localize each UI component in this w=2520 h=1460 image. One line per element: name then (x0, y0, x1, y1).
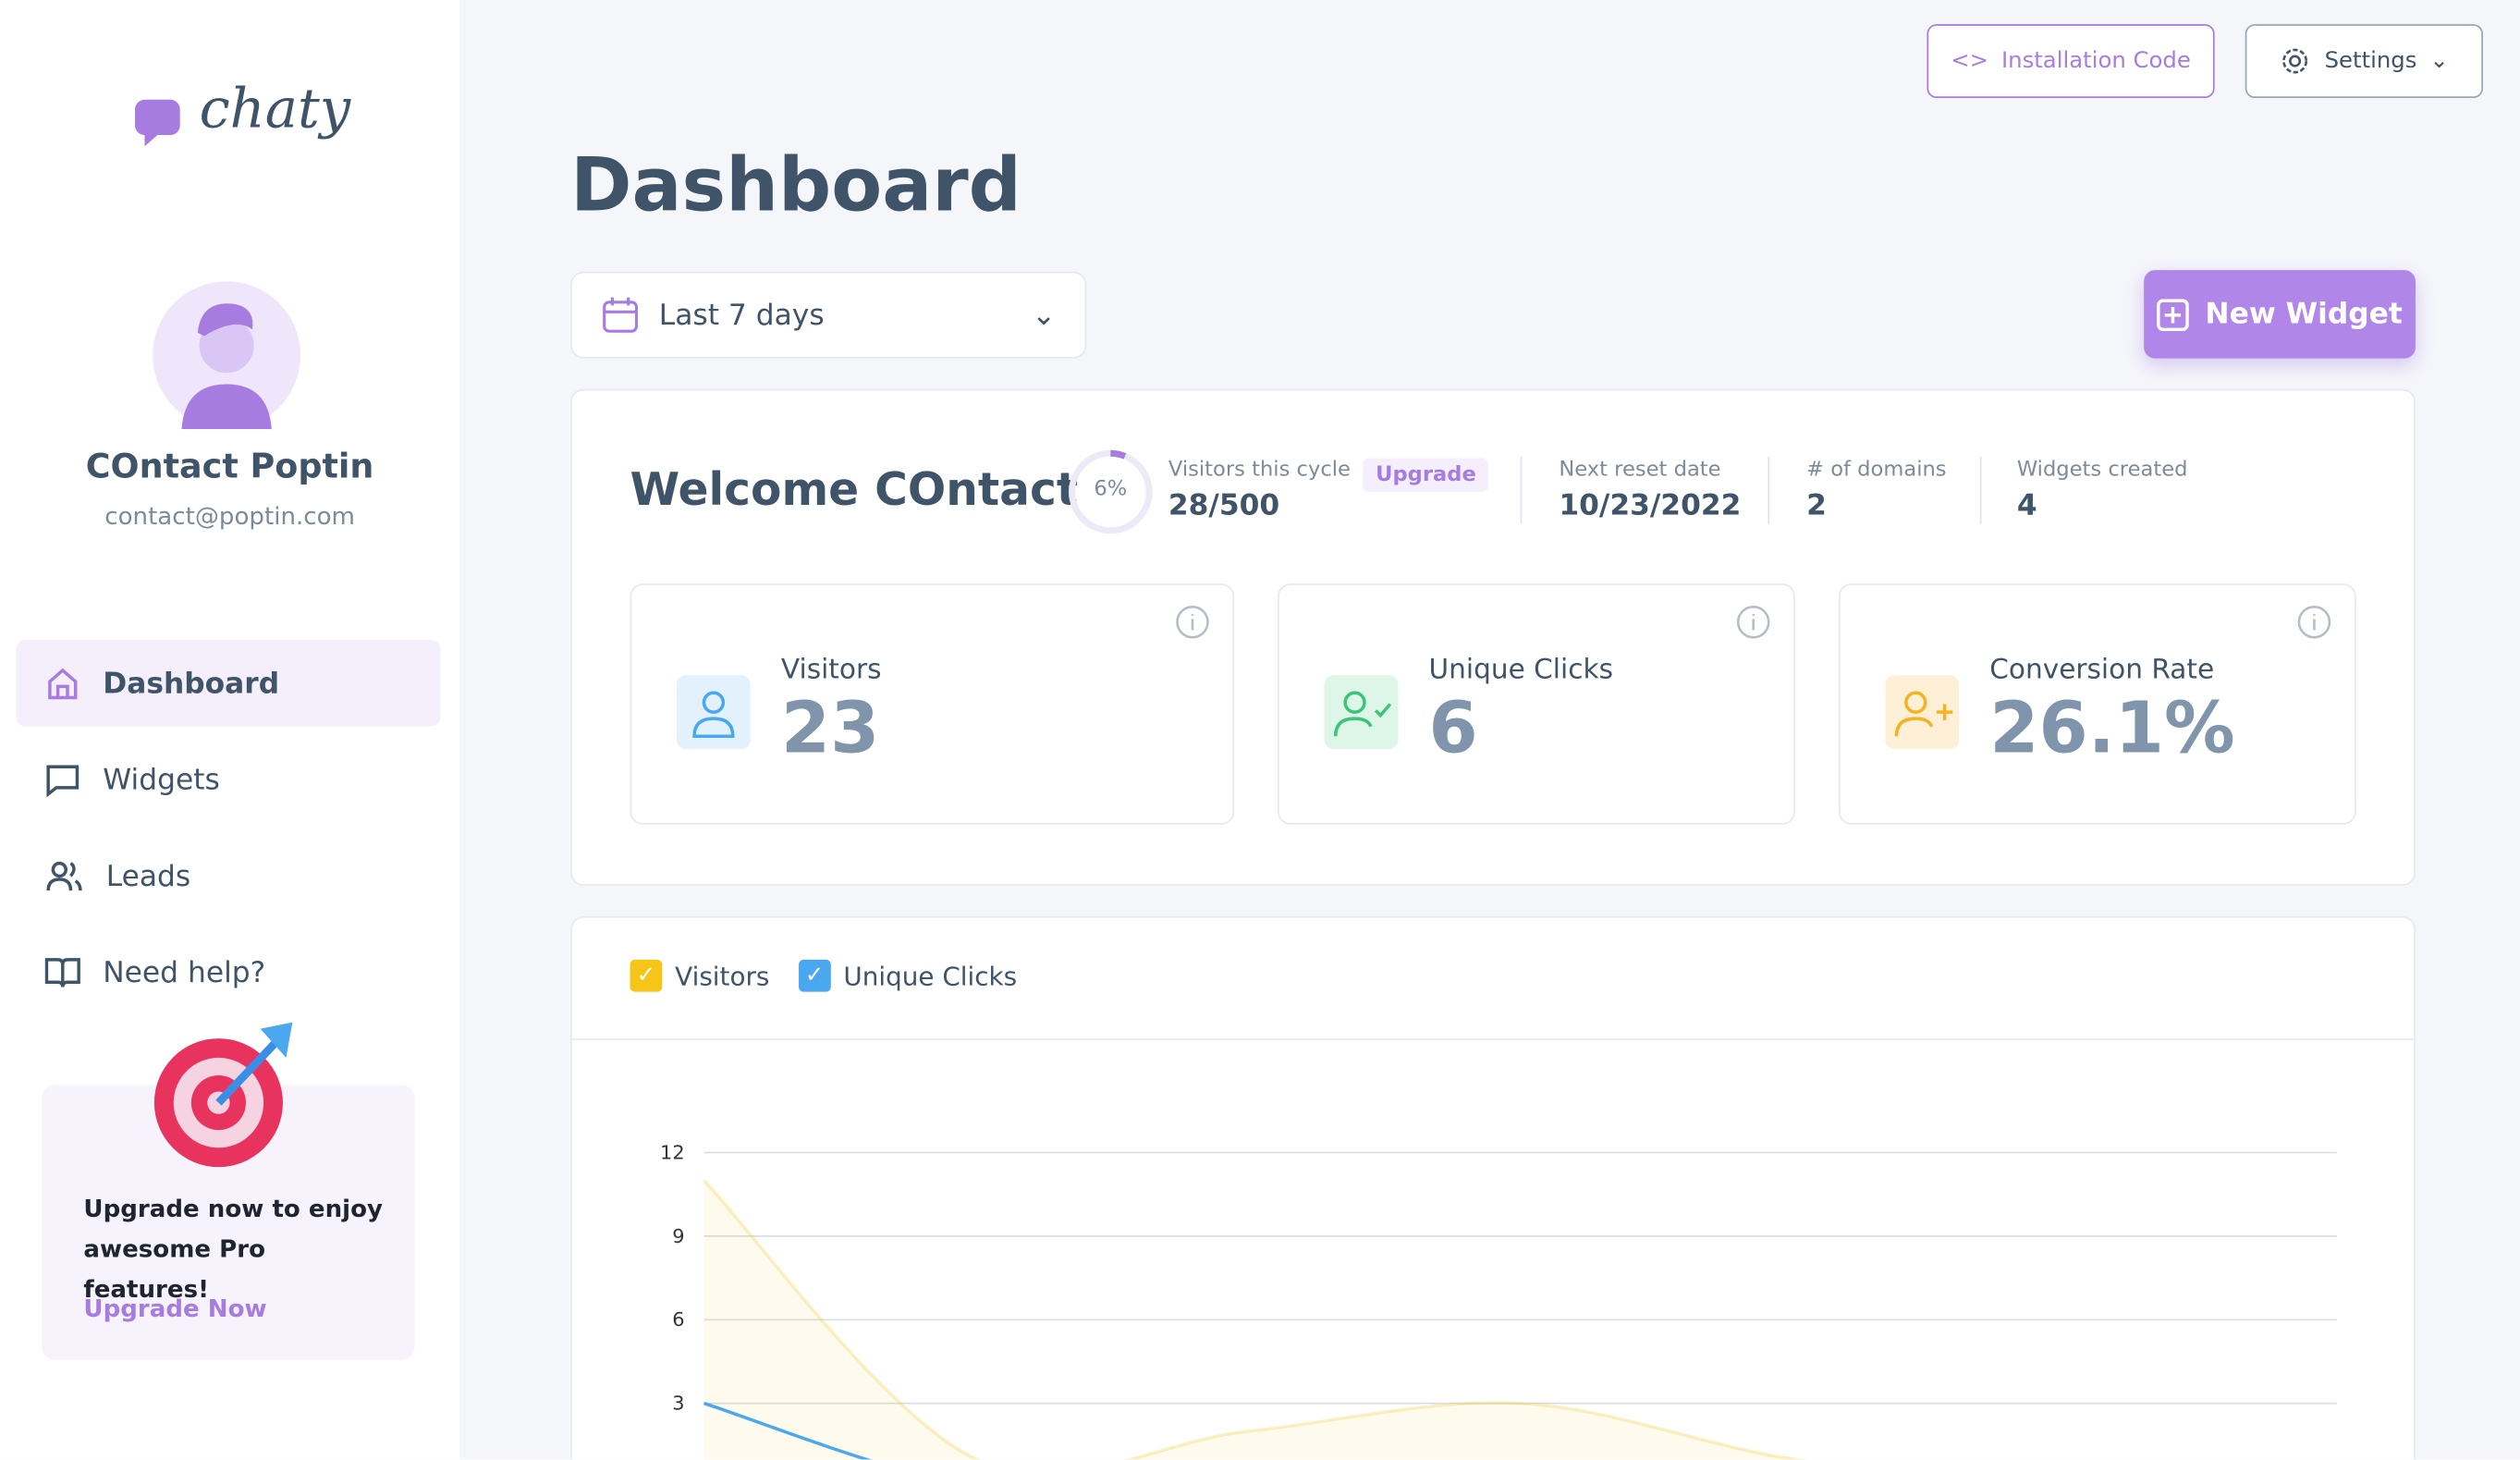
icon (46, 765, 80, 798)
info-icon[interactable] (1175, 605, 1210, 640)
nav-item[interactable]: Widgets (16, 736, 440, 823)
button-label: New Widget (2205, 297, 2403, 332)
legend-item[interactable]: ✓ Unique Clicks (798, 959, 1018, 992)
stat-card: Visitors 23 (630, 583, 1235, 825)
promo-target (153, 1022, 293, 1168)
stat-icon (676, 675, 751, 750)
divider (1768, 456, 1770, 524)
logo-text: chaty (199, 77, 351, 141)
icon (2282, 48, 2308, 74)
area (703, 1180, 1796, 1460)
stat-value: 4 (2016, 488, 2037, 523)
page-title: Dashboard (570, 141, 1021, 228)
stat-label: Visitors this cycle (1168, 458, 1351, 483)
upgrade-badge[interactable]: Upgrade (1363, 458, 1489, 492)
icon (2157, 298, 2190, 331)
user-email: contact@poptin.com (104, 501, 355, 531)
icon: <> (1951, 48, 1989, 74)
info-icon[interactable] (2296, 605, 2331, 640)
date-range-label: Last 7 days (658, 298, 825, 333)
stat-title: Conversion Rate (1989, 654, 2215, 687)
legend-item[interactable]: ✓ Visitors (630, 959, 770, 992)
icon (603, 297, 639, 333)
icon: ⌄ (1031, 298, 1057, 333)
chart-card (570, 915, 2416, 1460)
button-label: Settings (2324, 48, 2417, 74)
nav-label: Leads (105, 859, 191, 893)
icon (44, 958, 80, 988)
stat-icon (1885, 675, 1960, 750)
stat-card: Unique Clicks 6 (1278, 583, 1795, 825)
installation-code-button[interactable]: <> Installation Code (1927, 24, 2215, 99)
icon (46, 861, 82, 891)
nav-item[interactable]: Need help? (16, 929, 440, 1016)
user-name: COntact Poptin (85, 447, 374, 486)
icon (48, 668, 78, 700)
stat-number: 23 (780, 688, 880, 770)
divider (1979, 456, 1982, 524)
stat-value: 2 (1806, 488, 1827, 523)
nav-label: Dashboard (103, 666, 280, 701)
legend-checkbox[interactable]: ✓ (630, 959, 663, 992)
nav-label: Widgets (103, 762, 220, 797)
stat-label: # of domains (1806, 458, 1947, 483)
nav-item[interactable]: Leads (16, 833, 440, 920)
stat-title: Unique Clicks (1428, 654, 1613, 687)
y-tick-label: 9 (672, 1225, 684, 1247)
logo-icon (135, 99, 180, 147)
y-tick-label: 12 (660, 1141, 685, 1163)
stat-icon (1324, 675, 1399, 750)
legend-label: Unique Clicks (843, 960, 1018, 991)
welcome-title: Welcome COntact (630, 462, 1079, 517)
info-icon[interactable] (1736, 605, 1771, 640)
stat-value: 10/23/2022 (1559, 488, 1742, 523)
legend: ✓ Visitors ✓ Unique Clicks (630, 959, 1018, 992)
legend-label: Visitors (675, 960, 770, 991)
icon: ⌄ (2429, 48, 2449, 74)
stat-label: Widgets created (2016, 458, 2188, 483)
y-tick-label: 3 (672, 1393, 684, 1415)
stat-number: 6 (1428, 688, 1478, 770)
new-widget-button[interactable]: New Widget (2144, 270, 2416, 359)
date-range-select[interactable]: Last 7 days ⌄ (570, 271, 1087, 359)
promo-link[interactable]: Upgrade Now (83, 1294, 267, 1323)
stat-number: 26.1% (1989, 688, 2235, 770)
legend-checkbox[interactable]: ✓ (798, 959, 831, 992)
sidebar: chaty COntact Poptin contact@poptin.com … (0, 0, 460, 1460)
stat-title: Visitors (780, 654, 882, 687)
usage-percent: 6% (1094, 477, 1128, 502)
avatar (153, 281, 301, 430)
button-label: Installation Code (2000, 48, 2191, 74)
stat-value: 28/500 (1168, 488, 1280, 523)
y-tick-label: 6 (672, 1308, 684, 1331)
settings-button[interactable]: Settings ⌄ (2245, 24, 2483, 99)
series-line (703, 1179, 1807, 1460)
divider (1520, 456, 1523, 524)
nav-item[interactable]: Dashboard (16, 639, 441, 727)
stat-card: Conversion Rate 26.1% (1838, 583, 2356, 825)
stat-label: Next reset date (1559, 458, 1721, 483)
divider (571, 1038, 2415, 1040)
promo-text: Upgrade now to enjoy awesome Pro feature… (83, 1194, 384, 1304)
nav-label: Need help? (103, 955, 266, 990)
usage-ring (1069, 449, 1153, 534)
